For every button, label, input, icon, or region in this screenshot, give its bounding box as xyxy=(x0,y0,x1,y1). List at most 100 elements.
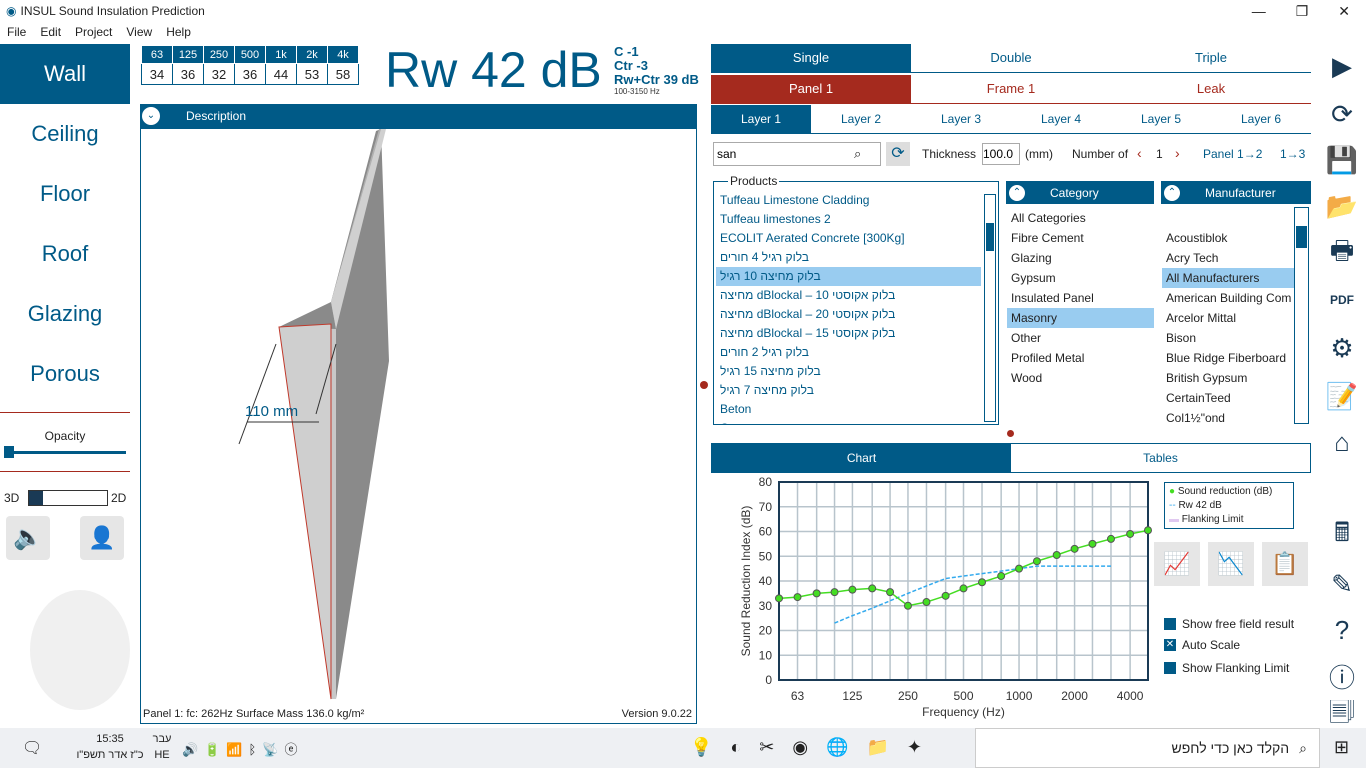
menu-view[interactable]: View xyxy=(126,25,153,39)
product-item[interactable]: בלוק מחיצה 10 רגיל xyxy=(716,267,981,286)
manufacturer-item[interactable]: Col1½"ond xyxy=(1166,411,1225,425)
calculator-icon[interactable]: 🖩 xyxy=(1334,517,1350,547)
nav-porous[interactable]: Porous xyxy=(30,361,100,386)
clock[interactable]: 15:35 כ"ז אדר תשפ"ו xyxy=(76,733,144,761)
speaker-button[interactable]: 🔈 xyxy=(6,516,50,560)
print-icon[interactable]: 🖶 xyxy=(1329,235,1355,265)
category-item[interactable]: Gypsum xyxy=(1011,271,1056,285)
manufacturer-item[interactable]: Acry Tech xyxy=(1166,251,1219,265)
product-item[interactable]: Tuffeau Limestone Cladding xyxy=(720,193,870,207)
product-item[interactable]: בלוק אקוסטי dBlockal – 20 מחיצה xyxy=(720,307,896,321)
chart-view-1-button[interactable]: 📈 xyxy=(1154,542,1200,586)
product-item[interactable]: בלוק אקוסטי dBlockal – 15 מחיצה xyxy=(720,326,896,340)
product-item[interactable]: ECOLIT Aerated Concrete [300Kg] xyxy=(720,231,905,245)
search-icon[interactable]: ⌕ xyxy=(854,146,862,161)
tab-layer-1[interactable]: Layer 1 xyxy=(711,105,811,133)
manufacturer-item[interactable]: CertainTeed xyxy=(1166,391,1231,405)
tab-leak[interactable]: Leak xyxy=(1196,81,1226,96)
manufacturer-scrollbar[interactable] xyxy=(1294,207,1309,424)
close-button[interactable]: ✕ xyxy=(1338,2,1350,19)
play-icon[interactable]: ▶ xyxy=(1332,50,1352,81)
tab-layer-6[interactable]: Layer 6 xyxy=(1240,112,1282,126)
sound-house-icon[interactable]: ⌂ xyxy=(1334,426,1350,457)
opacity-slider[interactable] xyxy=(4,446,126,458)
tab-layer-2[interactable]: Layer 2 xyxy=(840,112,882,126)
product-item[interactable]: בלוק אקוסטי dBlockal – 10 מחיצה xyxy=(720,288,896,302)
category-item[interactable]: Insulated Panel xyxy=(1011,291,1094,305)
chart-copy-button[interactable]: 📋 xyxy=(1262,542,1308,586)
decrement-button[interactable]: ‹ xyxy=(1137,145,1142,161)
edit-list-icon[interactable]: ✎ xyxy=(1331,568,1353,599)
category-header[interactable]: ⌃ Category xyxy=(1006,181,1154,204)
menu-project[interactable]: Project xyxy=(75,25,113,39)
nav-ceiling[interactable]: Ceiling xyxy=(31,121,99,146)
save-icon[interactable]: 💾 xyxy=(1325,144,1359,175)
wall-3d-view[interactable]: 110 mm Panel 1: fc: 262Hz Surface Mass 1… xyxy=(140,128,697,724)
sound-reduction-chart[interactable]: 0 10 20 30 40 50 60 70 80 63 125 250 500 1000 2000 4000… xyxy=(730,472,1155,722)
category-item[interactable]: Wood xyxy=(1011,371,1043,385)
auto-scale-checkbox[interactable]: ✕ Auto Scale xyxy=(1164,638,1241,652)
tab-chart[interactable]: Chart xyxy=(712,444,1011,472)
tab-layer-4[interactable]: Layer 4 xyxy=(1040,112,1082,126)
collapse-icon[interactable]: ⌃ xyxy=(1009,184,1025,201)
manufacturer-item[interactable] xyxy=(1162,208,1294,228)
category-item[interactable]: All Categories xyxy=(1011,211,1086,225)
more-icon[interactable]: 🗐 xyxy=(1329,700,1355,725)
minimize-button[interactable]: — xyxy=(1251,2,1266,19)
manufacturer-item[interactable]: Arcelor Mittal xyxy=(1166,311,1237,325)
tab-layer-3[interactable]: Layer 3 xyxy=(940,112,982,126)
refresh-icon[interactable]: ⟳ xyxy=(1331,98,1353,129)
products-list[interactable]: Tuffeau Limestone Cladding Tuffeau limest… xyxy=(713,181,999,425)
thickness-input[interactable] xyxy=(982,143,1020,165)
tab-layer-5[interactable]: Layer 5 xyxy=(1140,112,1182,126)
pdf-icon[interactable]: PDF xyxy=(1330,293,1354,307)
nav-wall[interactable]: Wall xyxy=(0,44,130,104)
splitter-handle[interactable] xyxy=(700,381,708,389)
manufacturer-item[interactable]: Acoustiblok xyxy=(1166,231,1228,245)
panel-1-2-link[interactable]: Panel 1→2 xyxy=(1203,147,1263,161)
collapse-icon[interactable]: ⌃ xyxy=(1164,184,1180,201)
manufacturer-item[interactable]: Bison xyxy=(1166,331,1197,345)
manufacturer-item[interactable]: Blue Ridge Fiberboard xyxy=(1166,351,1287,365)
nav-floor[interactable]: Floor xyxy=(39,181,91,206)
splitter-handle[interactable] xyxy=(1007,430,1014,437)
menu-help[interactable]: Help xyxy=(166,25,191,39)
product-item[interactable]: בלוק רגיל 2 חורים xyxy=(720,345,809,359)
settings-icon[interactable]: ⚙ xyxy=(1330,332,1354,363)
nav-roof[interactable]: Roof xyxy=(41,241,89,266)
language-indicator[interactable]: עבר HE xyxy=(152,733,172,761)
pinned-apps[interactable]: 💡◐✂◉🌐📁✦ xyxy=(690,737,940,757)
category-item[interactable]: Profiled Metal xyxy=(1011,351,1085,365)
taskbar-search[interactable]: הקלד כאן כדי לחפש ⌕ xyxy=(975,728,1320,768)
menu-file[interactable]: File xyxy=(7,25,27,39)
help-icon[interactable]: ? xyxy=(1334,614,1350,645)
product-item[interactable]: בלוק רגיל 4 חורים xyxy=(720,250,809,264)
collapse-icon[interactable]: ⌄ xyxy=(142,107,160,125)
manufacturer-item[interactable]: All Manufacturers xyxy=(1162,268,1294,288)
tab-single[interactable]: Single xyxy=(711,44,911,72)
maximize-button[interactable]: ❐ xyxy=(1295,2,1309,19)
manufacturer-header[interactable]: ⌃ Manufacturer xyxy=(1161,181,1311,204)
nav-glazing[interactable]: Glazing xyxy=(27,301,103,326)
search-field[interactable]: ⌕ xyxy=(713,142,881,166)
tab-panel-1[interactable]: Panel 1 xyxy=(711,75,911,103)
tab-tables[interactable]: Tables xyxy=(1143,451,1178,465)
category-item[interactable]: Other xyxy=(1011,331,1042,345)
info-icon[interactable]: ⓘ xyxy=(1328,662,1355,693)
refresh-search-button[interactable]: ⟳ xyxy=(886,142,910,166)
start-button[interactable]: ⊞ xyxy=(1334,737,1350,757)
description-header[interactable]: ⌄ Description xyxy=(140,104,697,128)
tab-double[interactable]: Double xyxy=(990,50,1032,65)
menu-edit[interactable]: Edit xyxy=(40,25,62,39)
increment-button[interactable]: › xyxy=(1175,145,1180,161)
product-item[interactable]: בלוק מחיצה 7 רגיל xyxy=(720,383,814,397)
chart-view-2-button[interactable]: 📉 xyxy=(1208,542,1254,586)
product-item[interactable]: בלוק מחיצה 15 רגיל xyxy=(720,364,821,378)
product-item[interactable]: Beton xyxy=(720,402,752,416)
free-field-checkbox[interactable]: Show free field result xyxy=(1164,617,1294,631)
products-scrollbar[interactable] xyxy=(984,194,996,422)
manufacturer-item[interactable]: American Building Com xyxy=(1166,291,1292,305)
category-item[interactable]: Masonry xyxy=(1007,308,1154,328)
flanking-limit-checkbox[interactable]: Show Flanking Limit xyxy=(1164,661,1289,675)
product-item[interactable]: Concrete xyxy=(716,419,981,424)
